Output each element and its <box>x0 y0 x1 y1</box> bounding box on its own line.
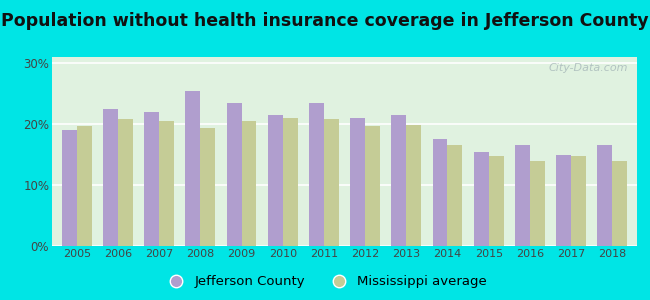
Bar <box>200 128 215 246</box>
Bar <box>283 118 298 246</box>
Bar <box>268 115 283 246</box>
Bar <box>556 154 571 246</box>
Bar <box>474 152 489 246</box>
Bar <box>324 119 339 246</box>
Legend: Jefferson County, Mississippi average: Jefferson County, Mississippi average <box>158 270 492 293</box>
Bar <box>159 121 174 246</box>
Bar <box>530 160 545 246</box>
Bar <box>515 146 530 246</box>
Bar <box>433 139 447 246</box>
Bar <box>447 146 462 246</box>
Bar <box>391 115 406 246</box>
Bar <box>612 160 627 246</box>
Bar <box>103 109 118 246</box>
Bar <box>309 103 324 246</box>
Bar <box>242 121 256 246</box>
Bar <box>77 126 92 246</box>
Bar <box>144 112 159 246</box>
Bar <box>118 119 133 246</box>
Text: City-Data.com: City-Data.com <box>549 63 628 73</box>
Bar <box>185 91 200 246</box>
Bar <box>597 146 612 246</box>
Bar <box>489 156 504 246</box>
Bar <box>365 126 380 246</box>
Bar <box>62 130 77 246</box>
Bar <box>350 118 365 246</box>
Bar <box>571 156 586 246</box>
Text: Population without health insurance coverage in Jefferson County: Population without health insurance cove… <box>1 12 649 30</box>
Bar <box>406 125 421 246</box>
Bar <box>227 103 242 246</box>
